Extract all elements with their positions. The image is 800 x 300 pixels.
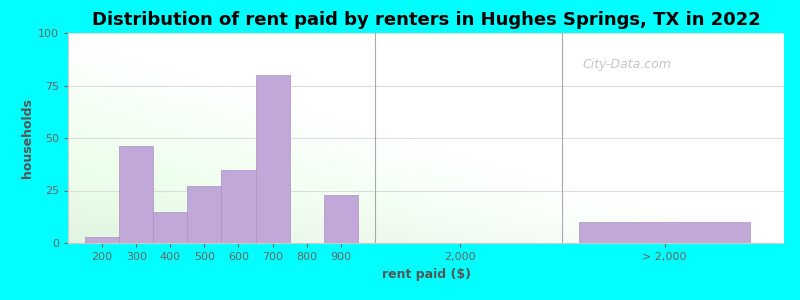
Bar [579, 222, 750, 243]
Bar [119, 146, 154, 243]
Bar [154, 212, 187, 243]
Bar [222, 169, 255, 243]
Bar [324, 195, 358, 243]
Y-axis label: households: households [21, 98, 34, 178]
Text: City-Data.com: City-Data.com [582, 58, 671, 71]
Bar [85, 237, 119, 243]
Bar [187, 186, 222, 243]
Bar [255, 75, 290, 243]
X-axis label: rent paid ($): rent paid ($) [382, 268, 470, 281]
Title: Distribution of rent paid by renters in Hughes Springs, TX in 2022: Distribution of rent paid by renters in … [92, 11, 760, 29]
